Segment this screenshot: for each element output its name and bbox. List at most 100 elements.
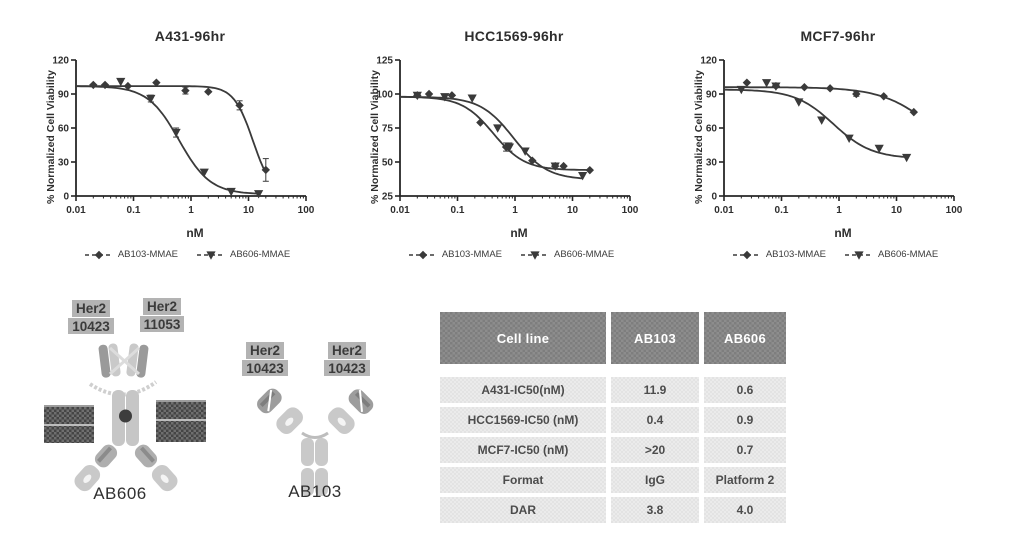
svg-text:30: 30 bbox=[58, 158, 70, 169]
chart-legend: AB103-MMAE AB606-MMAE bbox=[336, 249, 656, 260]
redacted-label-box bbox=[156, 400, 206, 442]
her2-10423-label: Her2 10423 bbox=[317, 342, 377, 377]
x-axis-label: nM bbox=[186, 226, 204, 240]
plot-area: 0 30 60 90 120 0.01 0.1 1 10 100 bbox=[700, 56, 963, 217]
table-header-cell: AB103 bbox=[611, 312, 699, 364]
triangle-marker-icon bbox=[845, 250, 873, 260]
svg-text:0: 0 bbox=[63, 192, 69, 203]
her2-10423-label: Her2 10423 bbox=[54, 300, 128, 335]
diamond-marker-icon bbox=[732, 250, 761, 259]
redacted-label-box bbox=[44, 405, 94, 443]
her2-10423-label: Her2 10423 bbox=[235, 342, 295, 377]
her2-label-line: Her2 bbox=[245, 342, 285, 359]
her2-label-line: 10423 bbox=[242, 359, 288, 376]
svg-text:1: 1 bbox=[836, 205, 842, 216]
svg-text:0.1: 0.1 bbox=[451, 205, 465, 216]
ic50-results-table: Cell line AB103 AB606 A431-IC50(nM) 11.9 0.6… bbox=[440, 312, 786, 523]
diamond-marker-icon bbox=[408, 250, 437, 259]
svg-text:10: 10 bbox=[243, 205, 255, 216]
table-cell: 3.8 bbox=[611, 497, 699, 523]
chart-legend: AB103-MMAE AB606-MMAE bbox=[660, 249, 980, 260]
diamond-marker-icon bbox=[84, 250, 113, 259]
legend-item-ab103: AB103-MMAE bbox=[408, 249, 502, 260]
triangle-marker-icon bbox=[197, 250, 225, 260]
svg-text:90: 90 bbox=[58, 90, 70, 101]
table-cell: 11.9 bbox=[611, 377, 699, 403]
y-axis-label: % Normalized Cell Viability bbox=[693, 70, 705, 205]
svg-text:1: 1 bbox=[188, 205, 194, 216]
ab606-structure bbox=[74, 343, 178, 492]
table-cell: Format bbox=[440, 467, 606, 493]
ab606-diagram: Her2 10423 Her2 11053 AB606 bbox=[40, 298, 245, 523]
svg-text:90: 90 bbox=[706, 90, 718, 101]
results-table-body: A431-IC50(nM) 11.9 0.6 HCC1569-IC50 (nM) 0.4… bbox=[440, 377, 786, 523]
table-header-cell: AB606 bbox=[704, 312, 786, 364]
her2-label-line: Her2 bbox=[142, 298, 182, 315]
ab103-diagram: Her2 10423 Her2 10423 AB103 bbox=[235, 330, 415, 515]
svg-text:50: 50 bbox=[382, 158, 394, 169]
chart-title: MCF7-96hr bbox=[800, 28, 876, 44]
svg-text:120: 120 bbox=[52, 56, 69, 67]
table-cell: MCF7-IC50 (nM) bbox=[440, 437, 606, 463]
table-cell: >20 bbox=[611, 437, 699, 463]
ab103-structure bbox=[257, 388, 374, 496]
svg-text:125: 125 bbox=[376, 56, 393, 67]
legend-item-ab103: AB103-MMAE bbox=[732, 249, 826, 260]
legend-item-ab103: AB103-MMAE bbox=[84, 249, 178, 260]
table-cell: 0.7 bbox=[704, 437, 786, 463]
svg-text:0.01: 0.01 bbox=[390, 205, 410, 216]
table-cell: 0.4 bbox=[611, 407, 699, 433]
svg-text:120: 120 bbox=[700, 56, 717, 67]
ab103-caption: AB103 bbox=[288, 482, 342, 501]
chart-title: HCC1569-96hr bbox=[464, 28, 564, 44]
table-cell: 0.6 bbox=[704, 377, 786, 403]
svg-text:100: 100 bbox=[946, 205, 963, 216]
legend-label: AB103-MMAE bbox=[441, 249, 502, 260]
chart-hcc1569: HCC1569-96hr % Normalized Cell Viability… bbox=[336, 8, 656, 260]
chart-title: A431-96hr bbox=[154, 28, 226, 44]
table-cell: IgG bbox=[611, 467, 699, 493]
legend-item-ab606: AB606-MMAE bbox=[520, 249, 614, 260]
legend-label: AB606-MMAE bbox=[878, 249, 939, 260]
svg-text:1: 1 bbox=[512, 205, 518, 216]
table-cell: Platform 2 bbox=[704, 467, 786, 493]
y-axis-label: % Normalized Cell Viability bbox=[369, 70, 381, 205]
svg-text:60: 60 bbox=[706, 124, 718, 135]
svg-text:25: 25 bbox=[382, 192, 394, 203]
legend-label: AB606-MMAE bbox=[554, 249, 615, 260]
her2-label-line: 11053 bbox=[139, 315, 185, 332]
ab606-caption: AB606 bbox=[93, 484, 147, 503]
her2-label-line: Her2 bbox=[71, 300, 111, 317]
chart-legend: AB103-MMAE AB606-MMAE bbox=[12, 249, 332, 260]
svg-text:0.1: 0.1 bbox=[775, 205, 789, 216]
plot-area: 25 50 75 100 125 0.01 0.1 1 10 100 bbox=[376, 56, 639, 217]
table-cell: HCC1569-IC50 (nM) bbox=[440, 407, 606, 433]
her2-label-line: 10423 bbox=[68, 317, 114, 334]
her2-label-line: Her2 bbox=[327, 342, 367, 359]
svg-text:0: 0 bbox=[711, 192, 717, 203]
svg-text:0.01: 0.01 bbox=[66, 205, 86, 216]
chart-a431: A431-96hr % Normalized Cell Viability 0 3… bbox=[12, 8, 332, 260]
legend-label: AB606-MMAE bbox=[230, 249, 291, 260]
table-cell: 0.9 bbox=[704, 407, 786, 433]
table-cell: A431-IC50(nM) bbox=[440, 377, 606, 403]
x-axis-label: nM bbox=[834, 226, 852, 240]
svg-text:30: 30 bbox=[706, 158, 718, 169]
x-axis-label: nM bbox=[510, 226, 528, 240]
svg-text:75: 75 bbox=[382, 124, 394, 135]
svg-text:100: 100 bbox=[298, 205, 315, 216]
her2-11053-label: Her2 11053 bbox=[125, 298, 199, 333]
her2-label-line: 10423 bbox=[324, 359, 370, 376]
svg-text:60: 60 bbox=[58, 124, 70, 135]
results-table-header: Cell line AB103 AB606 bbox=[440, 312, 786, 364]
table-cell: DAR bbox=[440, 497, 606, 523]
svg-text:10: 10 bbox=[567, 205, 579, 216]
triangle-marker-icon bbox=[521, 250, 549, 260]
svg-text:100: 100 bbox=[376, 90, 393, 101]
legend-item-ab606: AB606-MMAE bbox=[844, 249, 938, 260]
svg-text:100: 100 bbox=[622, 205, 639, 216]
plot-area: 0 30 60 90 120 0.01 0.1 1 10 100 bbox=[52, 56, 315, 217]
svg-text:10: 10 bbox=[891, 205, 903, 216]
table-cell: 4.0 bbox=[704, 497, 786, 523]
